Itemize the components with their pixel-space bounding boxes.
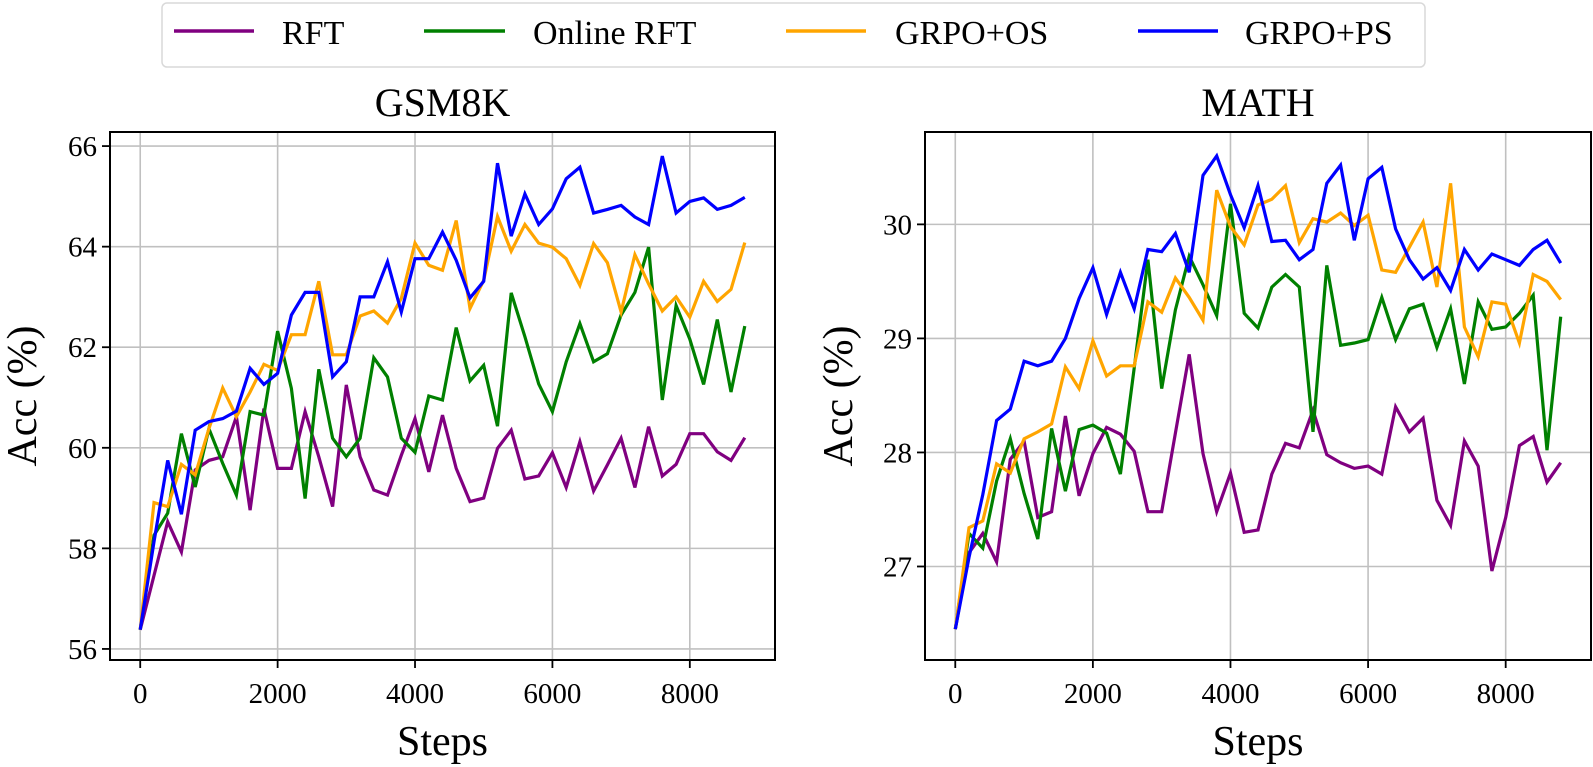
series-line-rft: [138, 384, 747, 631]
x-tick-label: 2000: [249, 678, 307, 710]
x-tick-label: 0: [133, 678, 148, 710]
panel-title: GSM8K: [375, 80, 511, 125]
legend-label-rft: RFT: [282, 15, 345, 52]
y-tick-label: 56: [68, 634, 97, 666]
x-tick-label: 4000: [386, 678, 444, 710]
x-tick-label: 8000: [661, 678, 719, 710]
y-tick-label: 60: [68, 433, 97, 465]
y-axis-label: Acc (%): [0, 325, 46, 466]
legend-label-grpo-os: GRPO+OS: [895, 15, 1048, 52]
x-tick-label: 2000: [1064, 678, 1122, 710]
y-tick-label: 27: [883, 551, 912, 583]
series-line-online-rft: [953, 203, 1563, 630]
y-tick-label: 58: [68, 533, 97, 565]
x-axis-label: Steps: [1212, 719, 1303, 765]
y-axis-label: Acc (%): [816, 325, 862, 466]
x-tick-label: 4000: [1201, 678, 1259, 710]
panels: 0 2000 4000 6000 8000 56 58 60 62 64 66 GSM8K Steps A…: [0, 80, 1592, 765]
axes-frame: [924, 131, 1592, 661]
y-tick-label: 62: [68, 332, 97, 364]
y-tick-label: 64: [68, 232, 98, 264]
series-line-grpo-os: [138, 211, 747, 630]
y-tick-label: 66: [68, 131, 97, 163]
x-tick-label: 8000: [1477, 678, 1535, 710]
y-tick-label: 30: [883, 209, 912, 241]
x-tick-label: 6000: [523, 678, 581, 710]
legend-label-grpo-ps: GRPO+PS: [1245, 15, 1393, 52]
axes-frame: [109, 131, 776, 661]
panel-gsm8k: 0 2000 4000 6000 8000 56 58 60 62 64 66 GSM8K Steps A…: [0, 80, 776, 765]
series-line-grpo-os: [953, 182, 1562, 630]
y-tick-label: 28: [883, 437, 912, 469]
x-tick-label: 0: [948, 678, 963, 710]
series-line-online-rft: [138, 246, 747, 631]
legend-frame: [161, 2, 1426, 68]
x-axis-label: Steps: [397, 719, 488, 765]
series-line-grpo-ps: [953, 152, 1563, 630]
x-tick-label: 6000: [1339, 678, 1397, 710]
legend: RFT Online RFT GRPO+OS GRPO+PS: [161, 2, 1426, 68]
y-tick-label: 29: [883, 323, 912, 355]
series-line-grpo-ps: [138, 155, 746, 631]
series-line-rft: [953, 354, 1563, 630]
panel-title: MATH: [1201, 80, 1314, 125]
legend-label-online-rft: Online RFT: [533, 15, 697, 52]
panel-math: 0 2000 4000 6000 8000 27 28 29 30 MATH Steps Acc (%…: [816, 80, 1592, 765]
